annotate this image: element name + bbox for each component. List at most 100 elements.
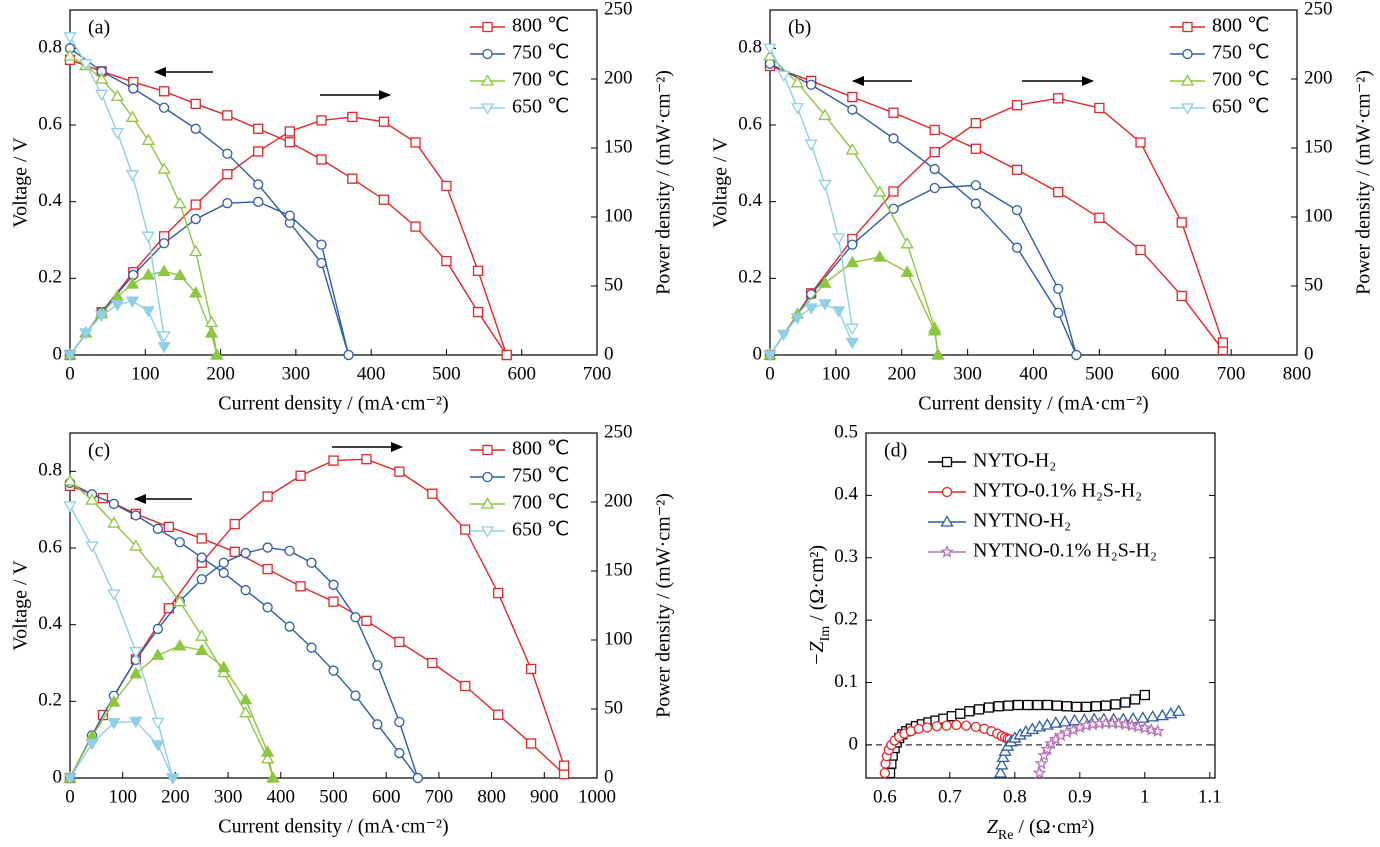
marker <box>790 76 805 88</box>
marker <box>158 238 170 249</box>
marker <box>107 718 121 730</box>
marker <box>125 296 140 308</box>
legend-marker <box>1180 74 1195 86</box>
marker <box>128 269 139 281</box>
marker <box>253 146 264 157</box>
power-line <box>769 97 1224 356</box>
legend-label: 650 ℃ <box>1212 96 1269 118</box>
x-tick-label: 700 <box>1217 363 1246 384</box>
marker <box>790 103 805 115</box>
marker <box>284 210 295 221</box>
marker <box>394 466 405 477</box>
y-axis-label: −ZIm / (Ω·cm²) <box>806 545 833 666</box>
marker <box>141 306 155 318</box>
marker <box>284 137 295 148</box>
legend-marker <box>480 74 495 86</box>
x-axis-label: Current density / (mA·cm⁻²) <box>218 393 448 415</box>
x-axis-label: ZRe / (Ω·cm²) <box>987 816 1095 842</box>
legend-marker <box>941 456 953 468</box>
marker <box>190 199 201 210</box>
marker <box>804 139 818 151</box>
marker <box>1053 93 1064 104</box>
y2-tick-label: 50 <box>604 697 623 718</box>
y2-tick-label: 50 <box>604 274 623 295</box>
power-line <box>769 184 1077 356</box>
legend-marker <box>482 471 493 483</box>
y2-axis-label: Power density / (mW·cm⁻²) <box>1353 70 1375 295</box>
marker <box>350 690 361 701</box>
marker <box>218 557 229 568</box>
marker <box>946 711 957 722</box>
power-line <box>69 116 508 356</box>
panel-label: (c) <box>88 440 110 462</box>
y-tick-label: 0.8 <box>38 460 62 481</box>
marker <box>913 723 924 734</box>
panel-label: (a) <box>88 17 110 39</box>
marker <box>763 350 777 362</box>
marker <box>173 638 187 651</box>
y-tick-label: 0.6 <box>38 113 62 134</box>
legend-marker <box>1182 21 1193 33</box>
marker <box>983 702 994 713</box>
marker <box>1110 699 1121 710</box>
marker <box>260 752 275 764</box>
y-tick-label: 0 <box>53 343 63 364</box>
marker <box>316 257 327 269</box>
panel-label: (b) <box>788 17 811 39</box>
marker <box>174 537 185 548</box>
x-tick-label: 200 <box>161 786 190 807</box>
y2-axis-label: Power density / (mW·cm⁻²) <box>653 493 675 718</box>
x-axis-label-part: Z <box>987 816 999 838</box>
y-tick-label: 0.2 <box>738 267 762 288</box>
y2-tick-label: 200 <box>604 490 633 511</box>
x-tick-label: 700 <box>425 786 454 807</box>
marker <box>1094 212 1105 223</box>
marker <box>343 349 354 361</box>
x-tick-label: 100 <box>131 363 160 384</box>
marker <box>316 239 327 250</box>
marker <box>1135 244 1146 256</box>
marker <box>763 43 777 56</box>
marker <box>110 89 125 101</box>
marker <box>970 118 982 129</box>
marker <box>441 255 452 267</box>
marker <box>253 123 264 134</box>
x-tick-label: 600 <box>372 786 401 807</box>
marker <box>157 162 171 174</box>
marker <box>1003 700 1014 711</box>
legend-label: 800 ℃ <box>512 15 569 37</box>
marker <box>818 179 832 192</box>
y-axis-label-part: −Z <box>806 641 828 666</box>
marker <box>189 244 203 257</box>
marker <box>151 566 165 578</box>
marker <box>955 708 966 719</box>
marker <box>1022 699 1033 711</box>
marker <box>1176 290 1187 302</box>
marker <box>125 110 140 122</box>
marker <box>970 721 981 732</box>
marker <box>328 596 339 607</box>
marker <box>1032 699 1043 711</box>
marker <box>110 299 125 312</box>
marker <box>1034 756 1049 770</box>
marker <box>1150 723 1165 738</box>
marker <box>372 719 383 730</box>
marker <box>79 59 93 71</box>
marker <box>173 196 187 209</box>
marker <box>931 348 945 360</box>
marker <box>378 116 390 127</box>
marker <box>108 498 120 510</box>
marker <box>63 49 77 61</box>
marker <box>873 250 887 262</box>
marker <box>125 170 140 182</box>
marker <box>931 721 942 732</box>
marker <box>157 331 171 343</box>
marker <box>328 455 339 466</box>
y-axis-label: Voltage / V <box>710 137 732 228</box>
y-axis-label: Voltage / V <box>10 137 32 228</box>
marker <box>125 277 140 289</box>
panel-label: (d) <box>884 440 907 462</box>
marker <box>218 567 229 579</box>
marker <box>410 221 421 232</box>
marker <box>141 231 155 243</box>
